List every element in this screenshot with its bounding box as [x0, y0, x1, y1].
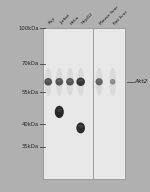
Ellipse shape — [46, 79, 51, 82]
Ellipse shape — [76, 78, 85, 86]
Text: Rat liver: Rat liver — [113, 10, 128, 25]
Text: Mouse liver: Mouse liver — [99, 5, 120, 25]
Ellipse shape — [78, 124, 83, 128]
Ellipse shape — [111, 80, 114, 82]
Text: 35kDa: 35kDa — [22, 144, 39, 149]
Ellipse shape — [68, 79, 72, 82]
Ellipse shape — [78, 79, 83, 82]
Text: 40kDa: 40kDa — [22, 122, 39, 127]
Ellipse shape — [97, 79, 101, 82]
Text: Akt2: Akt2 — [135, 79, 148, 84]
Ellipse shape — [96, 78, 103, 85]
Ellipse shape — [77, 68, 84, 96]
Ellipse shape — [96, 68, 103, 96]
Ellipse shape — [57, 108, 62, 112]
Ellipse shape — [76, 122, 85, 133]
Ellipse shape — [55, 106, 64, 118]
Ellipse shape — [110, 79, 115, 85]
Ellipse shape — [45, 68, 52, 96]
Ellipse shape — [66, 68, 74, 96]
Text: 70kDa: 70kDa — [22, 61, 39, 66]
Text: 55kDa: 55kDa — [22, 90, 39, 95]
Ellipse shape — [44, 78, 52, 86]
Ellipse shape — [109, 68, 116, 96]
Ellipse shape — [55, 78, 63, 86]
Text: Jurkat: Jurkat — [59, 14, 71, 25]
Bar — [43, 28, 125, 179]
Text: HeLa: HeLa — [70, 15, 81, 25]
Ellipse shape — [57, 79, 62, 82]
Text: Raji: Raji — [48, 17, 57, 25]
Ellipse shape — [56, 68, 63, 96]
Text: HepG2: HepG2 — [81, 12, 94, 25]
Ellipse shape — [66, 78, 74, 86]
Text: 100kDa: 100kDa — [18, 26, 39, 31]
